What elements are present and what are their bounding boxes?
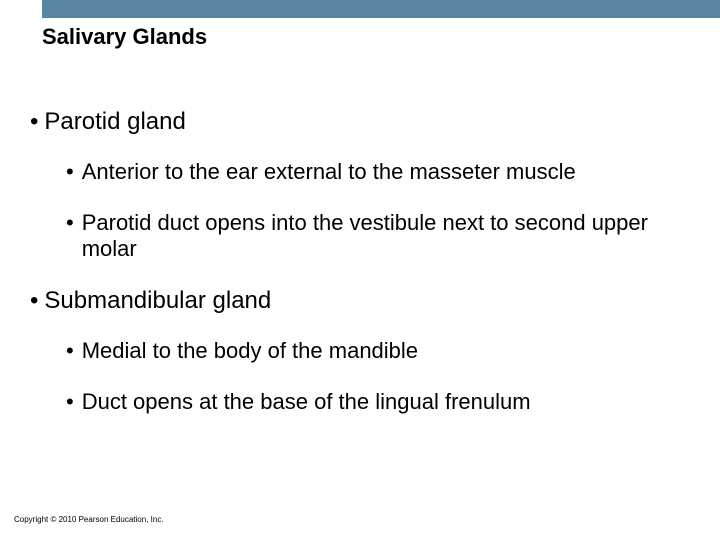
bullet-text: Anterior to the ear external to the mass… bbox=[82, 159, 690, 186]
header-accent-bar bbox=[42, 0, 720, 18]
bullet-icon: • bbox=[66, 210, 74, 264]
bullet-l2: • Medial to the body of the mandible bbox=[66, 338, 690, 365]
bullet-icon: • bbox=[66, 159, 74, 186]
bullet-text: Duct opens at the base of the lingual fr… bbox=[82, 389, 690, 416]
slide-title-block: Salivary Glands bbox=[42, 24, 207, 50]
copyright-text: Copyright © 2010 Pearson Education, Inc. bbox=[14, 515, 164, 524]
bullet-l1: •Parotid gland bbox=[30, 108, 690, 137]
bullet-l1: •Submandibular gland bbox=[30, 287, 690, 316]
bullet-text: Submandibular gland bbox=[44, 287, 271, 314]
bullet-text: Parotid gland bbox=[44, 108, 185, 135]
bullet-l2: •Parotid duct opens into the vestibule n… bbox=[66, 210, 690, 264]
slide-content: •Parotid gland •Anterior to the ear exte… bbox=[30, 108, 690, 440]
bullet-icon: • bbox=[30, 108, 38, 135]
bullet-icon: • bbox=[66, 389, 74, 416]
bullet-icon: • bbox=[30, 287, 38, 314]
bullet-l2: • Duct opens at the base of the lingual f… bbox=[66, 389, 690, 416]
slide-title: Salivary Glands bbox=[42, 24, 207, 49]
bullet-text: Medial to the body of the mandible bbox=[82, 338, 690, 365]
bullet-text: Parotid duct opens into the vestibule ne… bbox=[82, 210, 690, 264]
bullet-icon: • bbox=[66, 338, 74, 365]
bullet-l2: • Anterior to the ear external to the mas… bbox=[66, 159, 690, 186]
